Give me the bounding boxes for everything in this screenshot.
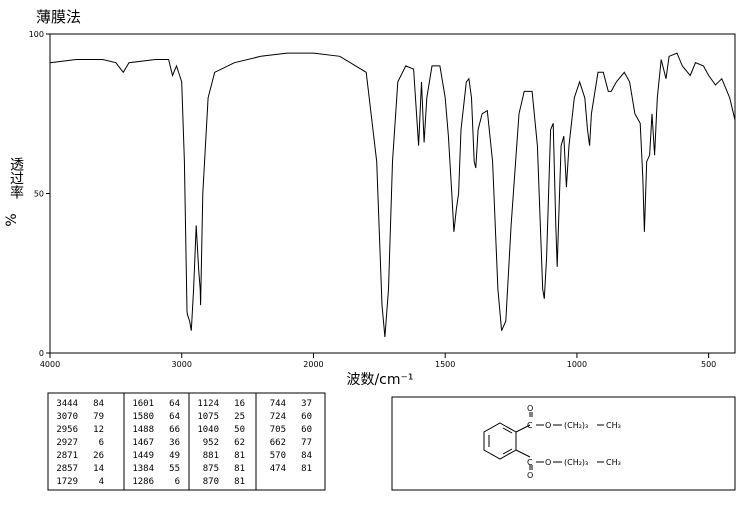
- table-transmittance: 14: [93, 464, 104, 474]
- table-transmittance: 37: [301, 399, 312, 409]
- table-transmittance: 6: [99, 438, 104, 448]
- x-tick-label: 4000: [40, 360, 60, 369]
- spectrum-line: [49, 52, 736, 338]
- structure-label: C: [527, 458, 533, 467]
- structure-box: [391, 396, 736, 491]
- table-wavenumber: 1124: [197, 399, 219, 409]
- table-transmittance: 26: [93, 451, 104, 461]
- table-transmittance: 81: [234, 451, 245, 461]
- table-transmittance: 84: [93, 399, 104, 409]
- table-wavenumber: 1467: [132, 438, 154, 448]
- table-wavenumber: 2956: [56, 425, 78, 435]
- table-transmittance: 49: [169, 451, 180, 461]
- table-transmittance: 66: [169, 425, 180, 435]
- table-transmittance: 55: [169, 464, 180, 474]
- table-transmittance: 81: [234, 464, 245, 474]
- y-axis-unit: %: [4, 213, 20, 226]
- plot-frame: [49, 33, 736, 354]
- table-wavenumber: 1075: [197, 412, 219, 422]
- table-wavenumber: 705: [270, 425, 286, 435]
- structure-label: C: [527, 421, 533, 430]
- x-tick-label: 500: [701, 360, 716, 369]
- table-wavenumber: 2927: [56, 438, 78, 448]
- table-wavenumber: 1580: [132, 412, 154, 422]
- table-wavenumber: 1729: [56, 477, 78, 487]
- table-wavenumber: 952: [203, 438, 219, 448]
- table-wavenumber: 474: [270, 464, 286, 474]
- table-transmittance: 62: [234, 438, 245, 448]
- peak-table: [47, 392, 326, 491]
- structure-label: O: [527, 471, 533, 480]
- table-wavenumber: 881: [203, 451, 219, 461]
- table-transmittance: 81: [301, 464, 312, 474]
- x-axis-label: 波数/cm⁻¹: [346, 372, 413, 388]
- table-wavenumber: 1384: [132, 464, 154, 474]
- x-tick-label: 2000: [303, 360, 323, 369]
- table-wavenumber: 570: [270, 451, 286, 461]
- table-wavenumber: 1040: [197, 425, 219, 435]
- y-axis-label: 透过率: [8, 157, 24, 199]
- table-wavenumber: 724: [270, 412, 286, 422]
- y-tick-label: 50: [34, 190, 44, 199]
- table-wavenumber: 2857: [56, 464, 78, 474]
- table-wavenumber: 744: [270, 399, 286, 409]
- table-transmittance: 77: [301, 438, 312, 448]
- table-wavenumber: 3444: [56, 399, 78, 409]
- y-tick-label: 100: [29, 30, 44, 39]
- table-transmittance: 25: [234, 412, 245, 422]
- chart-title: 薄膜法: [36, 8, 81, 26]
- table-wavenumber: 1449: [132, 451, 154, 461]
- table-wavenumber: 3070: [56, 412, 78, 422]
- table-wavenumber: 662: [270, 438, 286, 448]
- x-tick-label: 1500: [435, 360, 455, 369]
- benzene-ring: [483, 412, 604, 470]
- table-wavenumber: 875: [203, 464, 219, 474]
- table-transmittance: 64: [169, 399, 180, 409]
- structure-label: O: [527, 404, 533, 413]
- structure-label: CH₃: [606, 458, 621, 467]
- table-transmittance: 6: [175, 477, 180, 487]
- table-transmittance: 36: [169, 438, 180, 448]
- table-wavenumber: 870: [203, 477, 219, 487]
- table-transmittance: 12: [93, 425, 104, 435]
- structure-label: (CH₂)₃: [564, 458, 588, 467]
- table-transmittance: 16: [234, 399, 245, 409]
- structure-label: O: [545, 421, 551, 430]
- table-transmittance: 84: [301, 451, 312, 461]
- table-transmittance: 81: [234, 477, 245, 487]
- x-tick-label: 3000: [172, 360, 192, 369]
- structure-label: (CH₂)₃: [564, 421, 588, 430]
- table-transmittance: 60: [301, 412, 312, 422]
- table-wavenumber: 1286: [132, 477, 154, 487]
- table-transmittance: 79: [93, 412, 104, 422]
- table-wavenumber: 1488: [132, 425, 154, 435]
- y-tick-label: 0: [39, 349, 44, 358]
- table-transmittance: 4: [99, 477, 104, 487]
- table-wavenumber: 1601: [132, 399, 154, 409]
- table-wavenumber: 2871: [56, 451, 78, 461]
- structure-label: O: [545, 458, 551, 467]
- table-transmittance: 60: [301, 425, 312, 435]
- table-transmittance: 64: [169, 412, 180, 422]
- x-tick-label: 1000: [567, 360, 587, 369]
- table-transmittance: 50: [234, 425, 245, 435]
- structure-label: CH₃: [606, 421, 621, 430]
